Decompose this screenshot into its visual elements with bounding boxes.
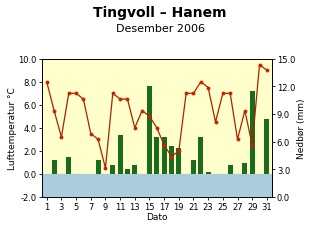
X-axis label: Dato: Dato — [146, 212, 168, 221]
Bar — [96, 160, 101, 174]
Bar — [176, 148, 181, 174]
Bar — [228, 165, 233, 174]
Bar — [264, 119, 269, 174]
Bar — [191, 160, 196, 174]
Bar — [198, 137, 204, 174]
Bar — [154, 137, 159, 174]
Text: Tingvoll – Hanem: Tingvoll – Hanem — [93, 6, 227, 20]
Y-axis label: Lufttemperatur °C: Lufttemperatur °C — [8, 87, 17, 169]
Bar — [132, 165, 137, 174]
Bar — [162, 137, 167, 174]
Y-axis label: Nedbør (mm): Nedbør (mm) — [297, 98, 306, 158]
Bar — [117, 136, 123, 174]
Bar — [147, 87, 152, 174]
Bar — [125, 169, 130, 174]
Bar — [52, 160, 57, 174]
Bar — [242, 163, 247, 174]
Text: Desember 2006: Desember 2006 — [116, 24, 204, 34]
Bar — [110, 165, 115, 174]
Bar — [169, 147, 174, 174]
Bar — [205, 172, 211, 174]
Bar — [250, 92, 255, 174]
Bar — [66, 158, 71, 174]
